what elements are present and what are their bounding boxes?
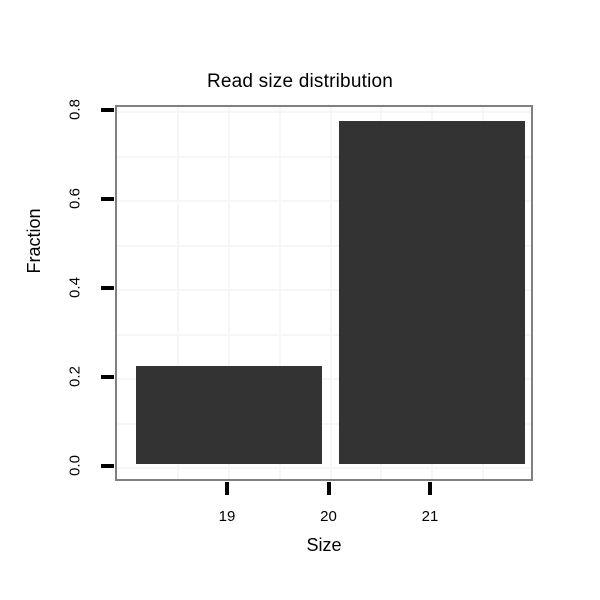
gridline-horizontal bbox=[117, 467, 531, 469]
gridline-vertical bbox=[278, 107, 281, 479]
plot-area bbox=[117, 107, 531, 479]
gridline-vertical bbox=[228, 107, 230, 479]
gridline-horizontal bbox=[117, 155, 531, 158]
x-tick-label: 20 bbox=[320, 508, 337, 525]
gridline-horizontal bbox=[117, 378, 531, 380]
x-axis-title: Size bbox=[306, 535, 342, 555]
x-tick-label: 19 bbox=[218, 508, 236, 525]
y-tick-label: 0.0 bbox=[66, 455, 84, 476]
gridline-vertical bbox=[177, 107, 180, 479]
y-axis-title: Fraction bbox=[24, 208, 44, 274]
gridline-vertical bbox=[329, 107, 332, 479]
chart-title: Read size distribution bbox=[206, 71, 394, 92]
y-tick-mark bbox=[101, 286, 114, 290]
x-tick-label: 21 bbox=[421, 508, 439, 525]
bar bbox=[136, 366, 322, 464]
y-tick-label: 0.4 bbox=[66, 277, 84, 298]
plot-panel bbox=[115, 105, 533, 481]
x-tick-mark bbox=[326, 482, 331, 495]
y-tick-mark bbox=[101, 375, 114, 379]
y-tick-label: 0.8 bbox=[66, 99, 84, 120]
gridline-horizontal bbox=[117, 244, 531, 247]
y-tick-mark bbox=[101, 197, 114, 201]
x-tick-mark bbox=[428, 482, 432, 495]
gridline-horizontal bbox=[117, 422, 531, 425]
y-tick-label: 0.2 bbox=[66, 366, 84, 387]
y-tick-mark bbox=[101, 108, 114, 112]
bar bbox=[339, 121, 525, 464]
gridline-horizontal bbox=[117, 333, 531, 336]
x-tick-mark bbox=[225, 482, 229, 495]
gridline-horizontal bbox=[117, 289, 531, 291]
gridline-horizontal bbox=[117, 111, 531, 113]
y-tick-label: 0.6 bbox=[66, 188, 84, 209]
gridline-horizontal bbox=[117, 200, 531, 202]
y-tick-mark bbox=[101, 464, 114, 468]
